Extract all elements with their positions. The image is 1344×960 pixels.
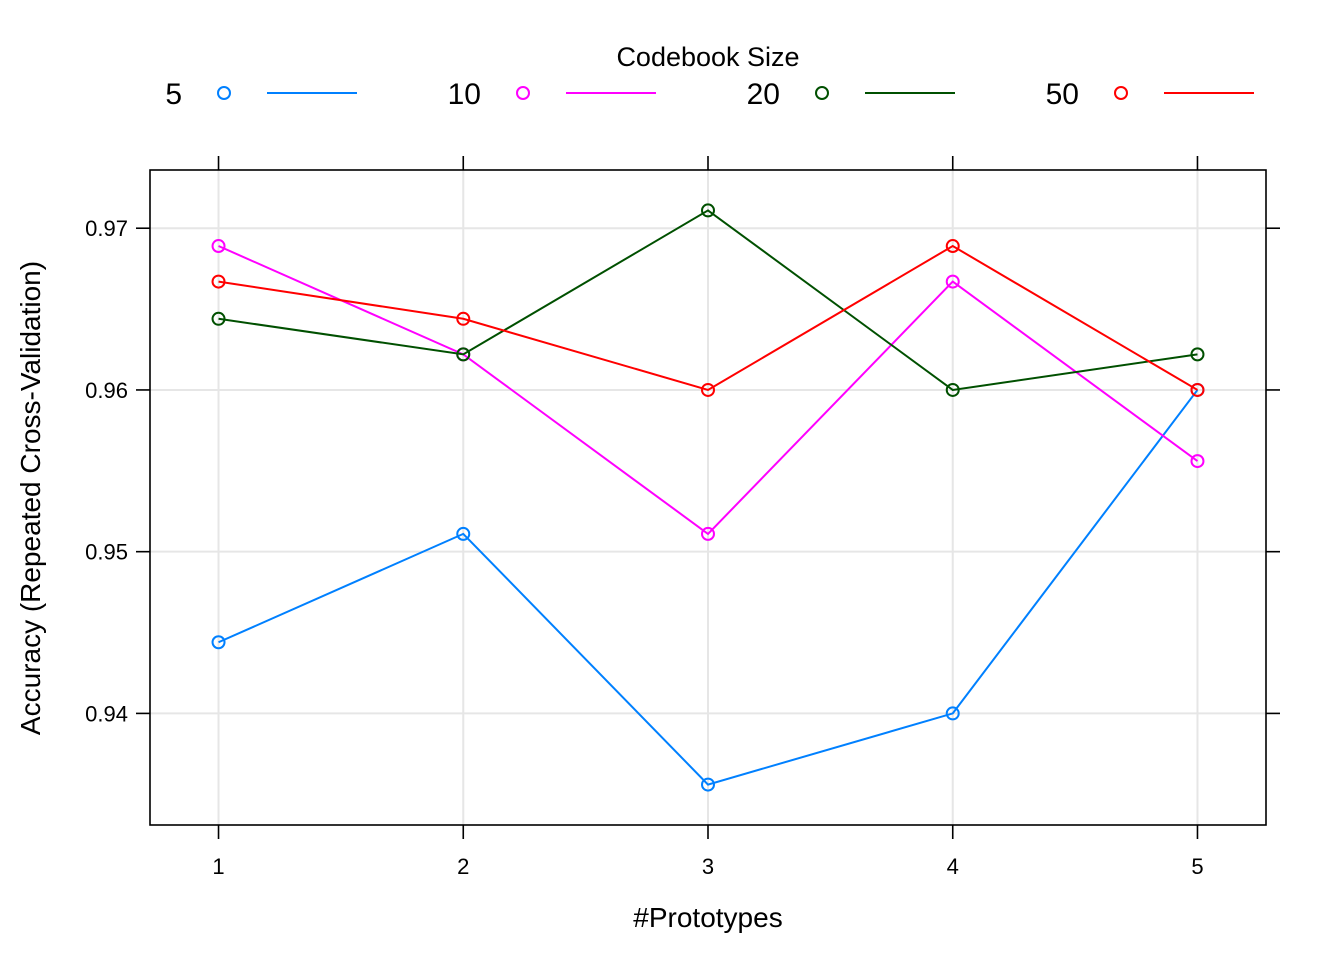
series-line <box>218 244 1198 392</box>
legend-label: 50 <box>1046 78 1079 111</box>
legend-label: 10 <box>448 78 481 111</box>
grid <box>150 170 1266 825</box>
legend-items: 5 10 20 50 <box>165 78 1254 111</box>
data-point <box>701 203 715 218</box>
legend-point-symbol <box>516 86 530 100</box>
data-point <box>701 777 715 792</box>
legend-label: 5 <box>165 78 182 111</box>
data-point <box>211 239 226 254</box>
x-axis-title: #Prototypes <box>633 902 782 933</box>
data-point <box>701 382 715 397</box>
legend-point-symbol <box>815 86 829 100</box>
legend-item-5: 5 <box>165 78 357 111</box>
series-line <box>218 209 1198 391</box>
series-20 <box>211 203 1205 397</box>
data-point <box>945 274 960 289</box>
data-point <box>456 311 471 326</box>
y-axis-title: Accuracy (Repeated Cross-Validation) <box>15 261 46 735</box>
data-point <box>211 274 226 289</box>
legend-point-symbol <box>1114 86 1128 100</box>
data-point <box>945 239 960 254</box>
y-tick-label: 0.95 <box>85 540 128 565</box>
data-point <box>945 382 960 397</box>
data-point <box>1190 454 1205 469</box>
series-50 <box>211 239 1205 397</box>
data-point <box>211 635 226 650</box>
legend-item-50: 50 <box>1046 78 1254 111</box>
x-tick-label: 2 <box>457 854 469 879</box>
y-tick-label: 0.96 <box>85 378 128 403</box>
x-tick-label: 1 <box>212 854 224 879</box>
data-point <box>701 526 715 541</box>
y-tick-label: 0.97 <box>85 216 128 241</box>
axes: 1 2 3 4 5 0.94 0.95 0.96 0.97 <box>85 156 1280 879</box>
data-point <box>945 706 960 721</box>
legend: Codebook Size 5 10 20 50 <box>165 42 1254 111</box>
series-layer <box>211 203 1205 792</box>
x-tick-label: 5 <box>1191 854 1203 879</box>
data-point <box>1190 347 1205 362</box>
x-tick-label: 3 <box>702 854 714 879</box>
legend-label: 20 <box>747 78 780 111</box>
legend-title: Codebook Size <box>616 42 799 72</box>
data-point <box>456 347 471 362</box>
series-line <box>218 389 1199 786</box>
y-tick-label: 0.94 <box>85 701 128 726</box>
data-point <box>456 526 471 541</box>
legend-item-10: 10 <box>448 78 656 111</box>
data-point <box>211 311 226 326</box>
data-point <box>1190 382 1205 397</box>
legend-item-20: 20 <box>747 78 955 111</box>
series-line <box>218 245 1199 536</box>
legend-point-symbol <box>217 86 231 100</box>
x-tick-label: 4 <box>947 854 959 879</box>
